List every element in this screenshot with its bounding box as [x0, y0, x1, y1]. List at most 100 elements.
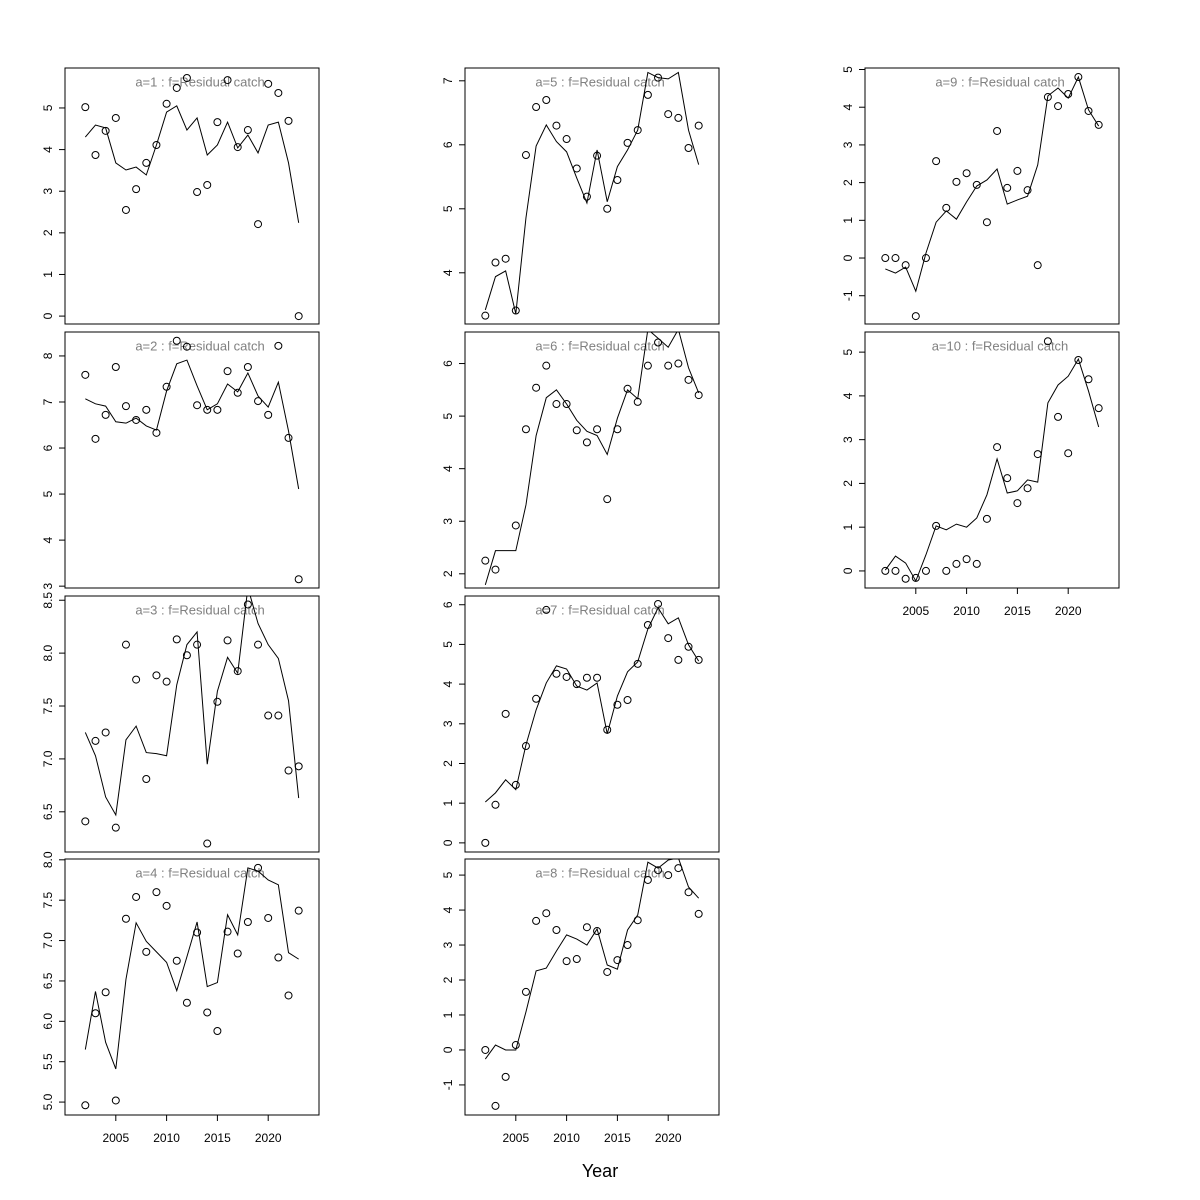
panel-frame	[464, 858, 720, 1116]
data-point	[91, 150, 100, 159]
y-tick-label: 3	[841, 436, 855, 443]
data-point	[562, 400, 571, 409]
y-tick-label: 7.0	[41, 932, 55, 949]
data-point	[1054, 412, 1063, 421]
data-point	[152, 888, 161, 897]
data-point	[521, 742, 530, 751]
data-point	[284, 433, 293, 442]
data-point	[952, 559, 961, 568]
data-point	[223, 636, 232, 645]
data-point	[121, 640, 130, 649]
data-point	[932, 157, 941, 166]
data-point	[142, 158, 151, 167]
data-point	[91, 1009, 100, 1018]
data-point	[582, 192, 591, 201]
data-point	[694, 909, 703, 918]
data-point	[264, 913, 273, 922]
data-point	[162, 99, 171, 108]
data-point	[552, 925, 561, 934]
data-point	[233, 949, 242, 958]
data-point	[152, 141, 161, 150]
panel-frame	[464, 67, 720, 325]
data-point	[962, 555, 971, 564]
data-point	[674, 113, 683, 122]
panel-frame	[864, 331, 1120, 589]
y-tick-label: 1	[841, 217, 855, 224]
y-tick-label: 2	[841, 480, 855, 487]
panel-title: a=8 : f=Residual catch	[535, 865, 664, 880]
data-point	[562, 135, 571, 144]
data-point	[1084, 106, 1093, 115]
y-tick-label: 8.5	[41, 592, 55, 609]
data-point	[121, 914, 130, 923]
data-point	[274, 711, 283, 720]
data-point	[121, 205, 130, 214]
y-tick-label: 5	[841, 348, 855, 355]
panel-frame	[64, 331, 320, 589]
data-point	[132, 675, 141, 684]
data-point	[972, 180, 981, 189]
x-tick-label: 2020	[255, 1131, 282, 1145]
y-tick-label: 2	[441, 570, 455, 577]
y-tick-label: 3	[841, 141, 855, 148]
data-point	[552, 400, 561, 409]
data-point	[1074, 73, 1083, 82]
fitted-line	[484, 71, 700, 314]
data-point	[91, 736, 100, 745]
data-point	[643, 90, 652, 99]
y-tick-label: 4	[841, 104, 855, 111]
data-point	[542, 96, 551, 104]
panel-title: a=1 : f=Residual catch	[135, 74, 264, 89]
data-point	[501, 1072, 510, 1081]
data-point	[233, 388, 242, 397]
data-point	[481, 838, 490, 847]
data-point	[1033, 450, 1042, 459]
data-point	[1003, 474, 1012, 483]
data-point	[182, 73, 191, 82]
data-point	[203, 405, 212, 414]
y-tick-label: 5	[441, 871, 455, 878]
data-point	[921, 566, 930, 575]
panel-title: a=5 : f=Residual catch	[535, 74, 664, 89]
data-point	[243, 600, 252, 609]
data-point	[1023, 484, 1032, 493]
data-point	[121, 402, 130, 411]
data-point	[1013, 499, 1022, 508]
data-point	[562, 957, 571, 966]
fitted-line	[84, 105, 300, 223]
data-point	[233, 143, 242, 152]
data-point	[1013, 166, 1022, 175]
data-point	[582, 673, 591, 682]
data-point	[901, 261, 910, 270]
x-tick-label: 2015	[1004, 604, 1031, 618]
panel-frame	[64, 67, 320, 325]
data-point	[552, 669, 561, 678]
y-tick-label: 5	[41, 490, 55, 497]
y-tick-label: 6.5	[41, 972, 55, 989]
data-point	[674, 359, 683, 368]
data-point	[274, 341, 283, 350]
data-point	[603, 204, 612, 213]
data-point	[481, 311, 490, 320]
y-tick-label: 5.0	[41, 1093, 55, 1110]
data-point	[501, 709, 510, 718]
data-point	[593, 673, 602, 682]
y-tick-label: 4	[41, 146, 55, 153]
data-point	[633, 397, 642, 406]
data-point	[623, 384, 632, 393]
data-point	[294, 575, 303, 584]
data-point	[233, 667, 242, 676]
data-point	[1003, 183, 1012, 192]
panel-frame	[464, 331, 720, 589]
data-point	[223, 927, 232, 936]
data-point	[162, 901, 171, 910]
data-point	[203, 180, 212, 189]
y-tick-label: 5	[41, 104, 55, 111]
y-tick-label: 0	[841, 254, 855, 261]
data-point	[172, 956, 181, 965]
data-point	[172, 336, 181, 345]
data-point	[593, 425, 602, 434]
data-point	[101, 988, 110, 997]
data-point	[962, 169, 971, 178]
x-tick-label: 2015	[604, 1131, 631, 1145]
